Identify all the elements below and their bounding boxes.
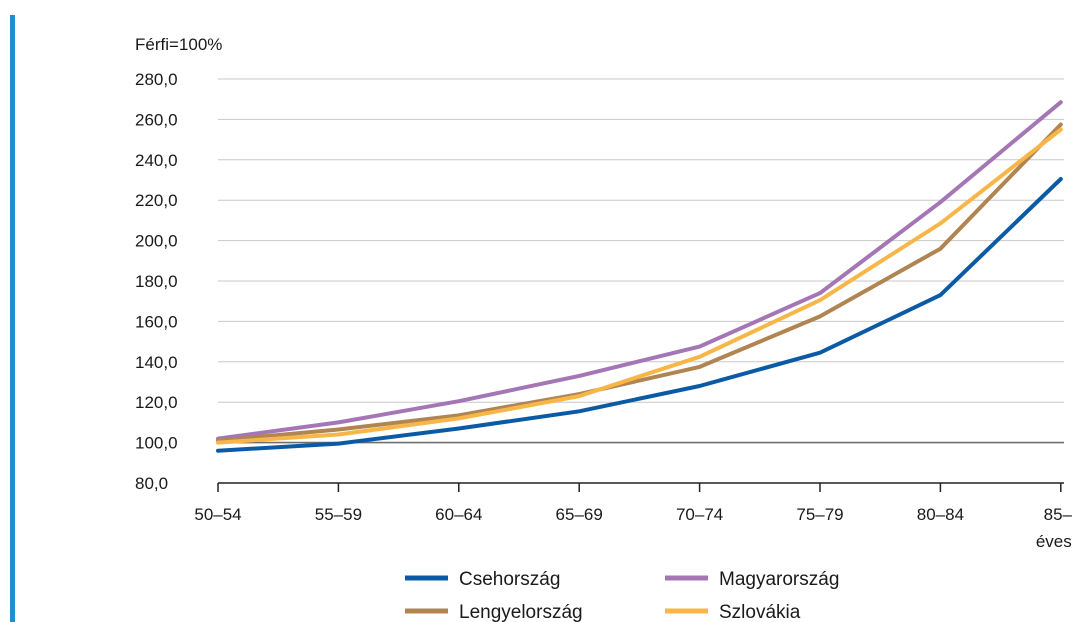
- y-tick-label: 80,0: [135, 474, 168, 493]
- y-tick-label: 240,0: [135, 151, 178, 170]
- x-tick-label: 65–69: [556, 505, 603, 524]
- series-lines: [216, 100, 1063, 453]
- series-line-csehország: [216, 177, 1063, 453]
- x-axis: 50–54 55–59 60–64 65–69 70–74 75–79 80–84 85– év…: [194, 482, 1073, 551]
- legend: Csehország Magyarország Lengyelország Szlov…: [405, 569, 839, 622]
- x-tick-label: 50–54: [194, 505, 241, 524]
- x-tick-label: 85–: [1044, 505, 1073, 524]
- grid-lines: [218, 78, 1064, 444]
- series-line-magyarország: [216, 100, 1063, 441]
- x-tick-label: 60–64: [435, 505, 482, 524]
- x-tick-label: 55–59: [315, 505, 362, 524]
- x-tick-label: 70–74: [676, 505, 723, 524]
- x-tick-label: 80–84: [917, 505, 964, 524]
- x-tick-suffix: éves: [1036, 532, 1072, 551]
- y-tick-label: 120,0: [135, 393, 178, 412]
- y-tick-label: 100,0: [135, 434, 178, 453]
- legend-label: Magyarország: [719, 569, 839, 590]
- series-line-szlovákia: [216, 127, 1063, 445]
- unit-label: Férfi=100%: [135, 35, 222, 54]
- x-tick-label: 75–79: [796, 505, 843, 524]
- y-tick-label: 180,0: [135, 272, 178, 291]
- series-line-lengyelország: [216, 122, 1063, 443]
- legend-label: Csehország: [459, 569, 560, 590]
- left-accent-bar: [10, 15, 15, 622]
- y-tick-label: 140,0: [135, 353, 178, 372]
- legend-label: Szlovákia: [719, 602, 801, 622]
- y-tick-label: 200,0: [135, 232, 178, 251]
- y-tick-label: 260,0: [135, 110, 178, 129]
- y-tick-label: 220,0: [135, 191, 178, 210]
- legend-label: Lengyelország: [459, 602, 583, 622]
- y-tick-label: 280,0: [135, 70, 178, 89]
- y-axis-ticks: 80,0 100,0 120,0 140,0 160,0 180,0 200,0 220,0 2…: [135, 70, 178, 493]
- y-tick-label: 160,0: [135, 312, 178, 331]
